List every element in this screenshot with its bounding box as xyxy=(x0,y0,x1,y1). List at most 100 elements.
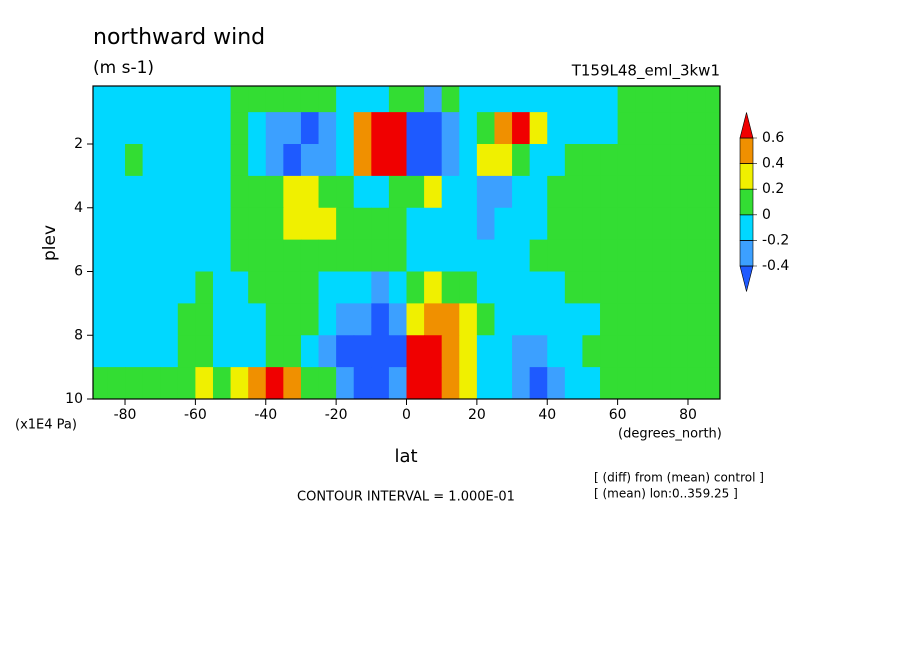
contour-cell xyxy=(564,112,583,145)
contour-cell xyxy=(388,112,407,145)
contour-cell xyxy=(705,112,720,145)
contour-cell xyxy=(371,239,390,273)
contour-cell xyxy=(93,335,108,368)
contour-cell xyxy=(564,207,583,241)
contour-cell xyxy=(705,207,720,241)
contour-cell xyxy=(564,175,583,209)
contour-cell xyxy=(687,175,707,209)
contour-cell xyxy=(529,367,548,399)
contour-cell xyxy=(687,144,707,177)
contour-cell xyxy=(388,207,407,241)
contour-cell xyxy=(230,239,249,273)
contour-cell xyxy=(564,239,583,273)
contour-cell xyxy=(441,335,460,368)
contour-cell xyxy=(265,303,284,336)
contour-cell xyxy=(582,239,601,273)
contour-cell xyxy=(600,86,619,113)
contour-cell xyxy=(265,175,284,209)
colorbar-segment xyxy=(739,265,754,292)
contour-cell xyxy=(617,239,636,273)
contour-cell xyxy=(195,335,214,368)
contour-cell xyxy=(371,303,390,336)
contour-cell xyxy=(93,86,108,113)
contour-cell xyxy=(265,239,284,273)
contour-cell xyxy=(300,303,320,336)
contour-cell xyxy=(125,271,144,304)
contour-cell xyxy=(283,144,302,177)
contour-cell xyxy=(93,112,108,145)
x-tick-label: -80 xyxy=(114,407,137,423)
contour-cell xyxy=(512,239,531,273)
contour-cell xyxy=(177,239,196,273)
contour-cell xyxy=(670,239,689,273)
contour-cell xyxy=(248,303,267,336)
contour-cell xyxy=(300,86,320,113)
x-axis-label: lat xyxy=(394,446,417,467)
contour-cell xyxy=(494,112,513,145)
contour-cell xyxy=(336,144,355,177)
y-axis-unit: (x1E4 Pa) xyxy=(15,418,77,433)
contour-cell xyxy=(635,86,654,113)
contour-cell xyxy=(125,335,144,368)
contour-cell xyxy=(582,207,601,241)
contour-cell xyxy=(687,86,707,113)
contour-cell xyxy=(406,335,425,368)
contour-cell xyxy=(670,303,689,336)
contour-cell xyxy=(336,207,355,241)
contour-cell xyxy=(336,239,355,273)
contour-cell xyxy=(494,207,513,241)
contour-cell xyxy=(529,175,548,209)
contour-cell xyxy=(212,239,232,273)
x-tick-label: 20 xyxy=(468,407,486,423)
contour-cell xyxy=(142,271,161,304)
contour-cell xyxy=(230,367,249,399)
contour-cell xyxy=(93,271,108,304)
contour-cell xyxy=(424,175,443,209)
contour-cell xyxy=(371,207,390,241)
contour-cell xyxy=(670,144,689,177)
contour-cell xyxy=(300,144,320,177)
contour-cell xyxy=(582,303,601,336)
contour-cell xyxy=(195,112,214,145)
contour-cell xyxy=(617,303,636,336)
contour-cell xyxy=(107,86,126,113)
colorbar-segment xyxy=(739,188,754,216)
contour-cell xyxy=(318,175,337,209)
contour-cell xyxy=(476,335,495,368)
contour-cell xyxy=(388,86,407,113)
contour-cell xyxy=(142,175,161,209)
contour-cell xyxy=(582,271,601,304)
contour-cell xyxy=(476,86,495,113)
contour-cell xyxy=(635,207,654,241)
contour-cell xyxy=(371,144,390,177)
contour-cell xyxy=(687,335,707,368)
contour-cell xyxy=(336,112,355,145)
contour-cell xyxy=(547,175,566,209)
contour-cell xyxy=(476,144,495,177)
contour-cell xyxy=(283,207,302,241)
contour-cell xyxy=(652,144,671,177)
contour-cell xyxy=(283,175,302,209)
contour-cell xyxy=(617,175,636,209)
contour-cell xyxy=(529,144,548,177)
contour-cell xyxy=(160,271,179,304)
contour-cell xyxy=(424,271,443,304)
contour-cell xyxy=(494,303,513,336)
colorbar-label: -0.4 xyxy=(762,258,789,274)
contour-cell xyxy=(142,86,161,113)
contour-cell xyxy=(512,303,531,336)
x-tick-label: 60 xyxy=(609,407,627,423)
contour-cell xyxy=(670,367,689,399)
contour-cell xyxy=(670,86,689,113)
contour-cell xyxy=(195,271,214,304)
contour-cell xyxy=(93,144,108,177)
contour-cell xyxy=(142,207,161,241)
contour-cell xyxy=(336,271,355,304)
contour-cell xyxy=(212,112,232,145)
contour-cell xyxy=(300,367,320,399)
contour-cell xyxy=(336,367,355,399)
contour-cell xyxy=(494,367,513,399)
contour-cell xyxy=(212,367,232,399)
colorbar-label: 0 xyxy=(762,207,771,223)
